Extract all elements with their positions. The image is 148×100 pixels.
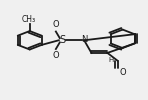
Text: O: O [53,52,59,60]
Text: O: O [119,68,126,78]
Text: CH₃: CH₃ [21,15,35,24]
Text: H: H [109,57,114,63]
Text: O: O [53,20,59,29]
Text: N: N [81,35,87,44]
Text: S: S [59,35,65,45]
